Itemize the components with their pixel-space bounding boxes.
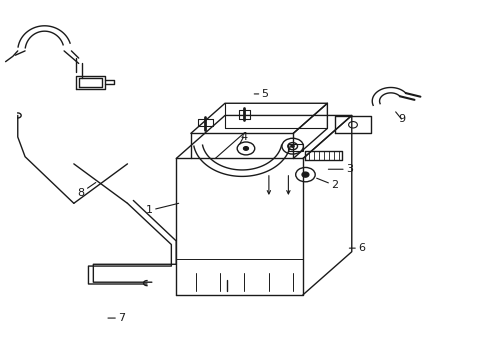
Text: 8: 8	[78, 183, 96, 198]
Bar	[288, 144, 303, 151]
Circle shape	[302, 172, 308, 177]
Text: 4: 4	[239, 132, 246, 144]
Text: 3: 3	[328, 164, 352, 174]
Text: 6: 6	[348, 243, 364, 253]
Text: 7: 7	[108, 313, 125, 323]
Circle shape	[243, 147, 248, 150]
Circle shape	[290, 145, 293, 147]
Text: 9: 9	[395, 112, 404, 124]
Text: 2: 2	[316, 178, 338, 190]
Text: 5: 5	[254, 89, 268, 99]
Text: 1: 1	[145, 203, 178, 216]
